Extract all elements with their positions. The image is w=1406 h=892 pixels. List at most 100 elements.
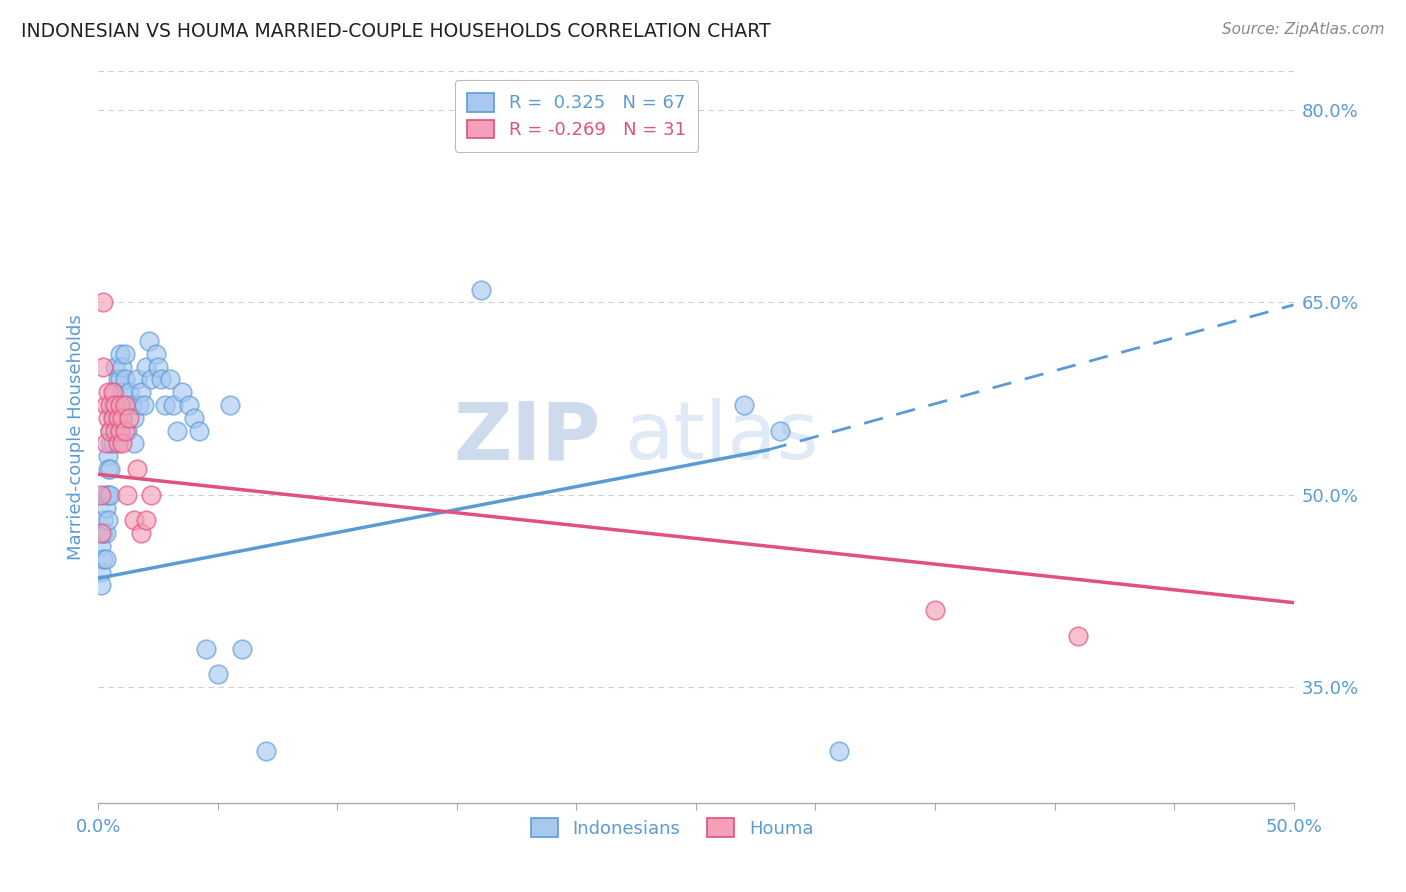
Point (94, 488, 117, 502)
Point (107, 398, 129, 412)
Point (97, 462, 120, 476)
Point (139, 488, 162, 502)
Point (108, 398, 131, 412)
Point (111, 410, 134, 425)
Point (94, 398, 117, 412)
Point (118, 410, 141, 425)
Point (828, 744, 851, 758)
Point (98, 424, 122, 438)
Point (128, 398, 150, 412)
Point (733, 398, 755, 412)
Point (166, 424, 188, 438)
Point (90, 488, 112, 502)
Point (124, 410, 146, 425)
Point (155, 398, 177, 412)
Point (104, 398, 127, 412)
Point (115, 488, 138, 502)
Point (97, 488, 120, 502)
Point (94, 552, 117, 566)
Point (104, 359, 127, 374)
Point (94, 500, 117, 515)
Point (90, 526, 112, 541)
Point (90, 565, 112, 579)
Legend: Indonesians, Houma: Indonesians, Houma (520, 807, 824, 848)
Point (98, 424, 122, 438)
Point (125, 372, 148, 386)
Point (104, 385, 127, 400)
Point (231, 641, 253, 656)
Point (97, 385, 120, 400)
Point (111, 436, 134, 450)
Point (115, 398, 138, 412)
Point (111, 410, 134, 425)
Point (108, 372, 131, 386)
Point (125, 462, 148, 476)
Point (219, 398, 242, 412)
Point (98, 462, 122, 476)
Point (107, 436, 129, 450)
Point (107, 410, 129, 425)
Text: atlas: atlas (624, 398, 818, 476)
Point (195, 641, 218, 656)
Point (470, 283, 492, 297)
Point (114, 398, 136, 412)
Point (94, 436, 117, 450)
Point (179, 398, 201, 412)
Point (162, 398, 184, 412)
Point (97, 450, 120, 464)
Point (111, 385, 134, 400)
Point (114, 372, 136, 386)
Point (90, 539, 112, 553)
Text: Source: ZipAtlas.com: Source: ZipAtlas.com (1222, 22, 1385, 37)
Point (101, 436, 124, 450)
Point (104, 424, 127, 438)
Point (98, 398, 122, 412)
Point (1067, 629, 1090, 643)
Point (768, 424, 790, 438)
Point (98, 488, 122, 502)
Point (149, 372, 172, 386)
Point (111, 359, 134, 374)
Point (207, 667, 229, 681)
Point (91, 526, 114, 541)
Point (148, 359, 170, 374)
Point (94, 526, 117, 541)
Point (138, 334, 160, 348)
Point (114, 424, 136, 438)
Point (91, 514, 114, 528)
Point (108, 424, 131, 438)
Point (132, 398, 155, 412)
Point (115, 424, 138, 438)
Point (131, 385, 153, 400)
Point (101, 398, 124, 412)
Text: ZIP: ZIP (453, 398, 600, 476)
Point (135, 359, 157, 374)
Point (131, 526, 153, 541)
Point (97, 514, 120, 528)
Point (172, 385, 194, 400)
Point (145, 346, 167, 360)
Point (183, 410, 205, 425)
Point (124, 436, 146, 450)
Y-axis label: Married-couple Households: Married-couple Households (66, 314, 84, 560)
Point (101, 410, 124, 425)
Point (107, 372, 129, 386)
Point (114, 346, 136, 360)
Point (187, 424, 209, 438)
Point (97, 410, 120, 425)
Point (98, 436, 122, 450)
Point (107, 424, 129, 438)
Point (91, 359, 114, 374)
Point (924, 603, 946, 617)
Point (90, 577, 112, 591)
Point (101, 385, 124, 400)
Point (118, 385, 141, 400)
Point (254, 744, 277, 758)
Point (91, 295, 114, 310)
Point (135, 514, 157, 528)
Point (91, 552, 114, 566)
Point (139, 372, 162, 386)
Point (104, 410, 127, 425)
Point (101, 410, 124, 425)
Point (159, 372, 181, 386)
